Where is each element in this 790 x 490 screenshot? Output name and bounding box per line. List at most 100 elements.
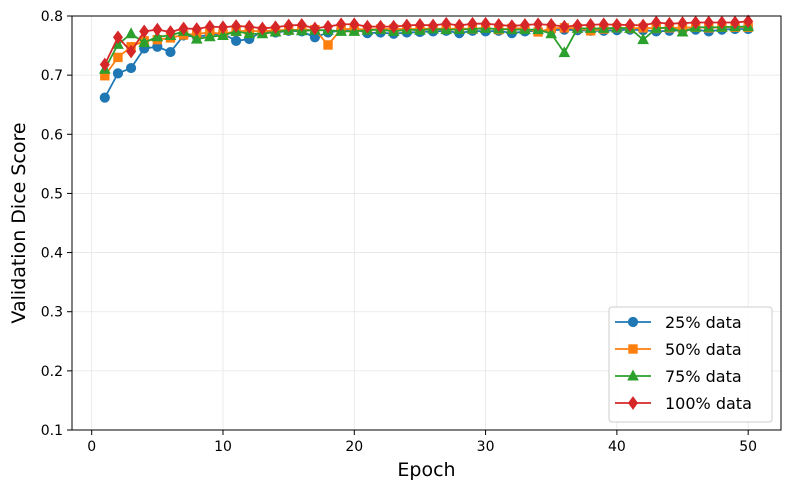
data-point xyxy=(545,27,558,39)
x-tick-label: 50 xyxy=(739,439,757,455)
legend-box xyxy=(608,306,773,423)
data-point xyxy=(467,16,478,31)
data-point xyxy=(190,32,203,44)
data-point xyxy=(388,19,399,34)
x-tick-label: 10 xyxy=(214,439,232,455)
y-tick-label: 0.6 xyxy=(41,127,63,143)
x-tick-label: 0 xyxy=(87,439,96,455)
data-point xyxy=(349,17,360,32)
data-point xyxy=(231,35,242,46)
data-point xyxy=(454,18,465,33)
data-point xyxy=(270,20,281,35)
data-point xyxy=(112,30,123,45)
data-point xyxy=(546,18,557,32)
series-line xyxy=(104,28,749,99)
data-point xyxy=(126,44,137,59)
data-point xyxy=(638,18,649,33)
data-point xyxy=(139,24,150,39)
data-point xyxy=(165,25,176,39)
data-point xyxy=(231,19,242,33)
data-point xyxy=(651,15,662,30)
x-tick-label: 40 xyxy=(608,439,626,455)
data-point xyxy=(204,30,216,42)
data-point xyxy=(611,18,622,32)
legend-item: 75% data xyxy=(615,367,742,386)
legend-item: 50% data xyxy=(615,340,742,359)
legend-marker xyxy=(628,344,638,354)
data-point xyxy=(414,18,425,32)
y-tick-label: 0.5 xyxy=(41,186,63,202)
plot-area-frame xyxy=(71,15,782,431)
data-point xyxy=(296,18,307,32)
data-point xyxy=(375,19,386,34)
data-point xyxy=(165,46,176,58)
data-point xyxy=(113,52,123,63)
data-point xyxy=(572,18,583,33)
data-point xyxy=(598,17,609,32)
data-point xyxy=(217,20,229,35)
series-group xyxy=(99,14,754,72)
data-point xyxy=(244,19,255,34)
data-point xyxy=(191,22,202,36)
data-point xyxy=(441,16,452,31)
data-point xyxy=(428,18,439,33)
data-point xyxy=(99,92,110,103)
data-point xyxy=(217,29,229,41)
y-axis-label: Validation Dice Score xyxy=(8,122,30,323)
data-point xyxy=(533,17,544,32)
data-point xyxy=(558,46,571,58)
x-axis-label: Epoch xyxy=(397,459,455,481)
legend-marker xyxy=(627,316,639,328)
chart-ticks: 0 10 20 30 40 50 0.1 0.2 0.3 0.4 0.5 0.6 0.7 0.8 xyxy=(41,9,757,455)
legend-label: 50% data xyxy=(665,340,742,359)
chart-legend: 25% data 50% data 75% data 100% data xyxy=(608,306,773,423)
y-tick-label: 0.4 xyxy=(41,246,63,262)
data-point xyxy=(519,18,530,32)
data-point xyxy=(716,15,727,30)
data-point xyxy=(585,18,596,32)
data-point xyxy=(152,22,163,37)
data-point xyxy=(703,15,714,30)
data-point xyxy=(677,16,688,30)
data-point xyxy=(257,21,268,36)
data-point xyxy=(506,19,517,33)
y-tick-label: 0.7 xyxy=(41,68,63,84)
legend-label: 25% data xyxy=(665,313,742,332)
data-point xyxy=(336,17,347,32)
legend-item: 100% data xyxy=(615,394,752,413)
data-point xyxy=(624,18,636,32)
data-point xyxy=(743,14,754,29)
legend-item: 25% data xyxy=(615,313,742,332)
data-point xyxy=(493,18,504,32)
y-tick-label: 0.8 xyxy=(41,9,63,25)
data-point xyxy=(138,36,151,48)
data-point xyxy=(309,21,320,36)
legend-label: 100% data xyxy=(665,394,752,413)
legend-marker xyxy=(627,369,639,381)
y-tick-label: 0.2 xyxy=(41,364,63,380)
y-tick-label: 0.3 xyxy=(41,305,63,321)
legend-label: 75% data xyxy=(665,367,742,386)
data-point xyxy=(125,27,137,39)
data-point xyxy=(99,57,110,72)
data-point xyxy=(112,68,124,79)
data-point xyxy=(401,18,412,33)
x-tick-label: 30 xyxy=(477,439,495,455)
legend-marker xyxy=(627,396,639,410)
chart-series-layer xyxy=(98,14,755,103)
y-tick-label: 0.1 xyxy=(41,423,63,439)
data-point xyxy=(323,19,334,34)
data-point xyxy=(676,25,689,37)
data-point xyxy=(362,19,373,34)
data-point xyxy=(690,15,701,30)
data-point xyxy=(730,15,741,30)
x-tick-label: 20 xyxy=(345,439,363,455)
data-point xyxy=(283,18,294,33)
data-point xyxy=(204,19,215,34)
data-point xyxy=(178,21,189,36)
data-point xyxy=(125,62,137,74)
data-point xyxy=(559,19,570,34)
data-point xyxy=(664,16,675,31)
data-point xyxy=(323,40,333,50)
